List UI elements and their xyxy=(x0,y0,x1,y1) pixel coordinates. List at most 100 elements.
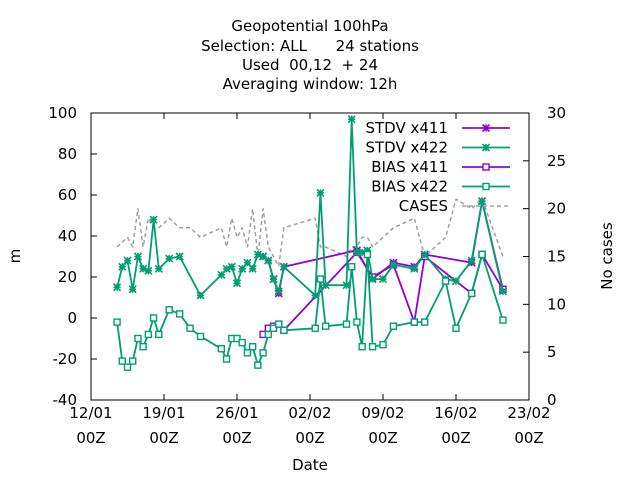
x-tick-label-hour: 00Z xyxy=(368,429,397,447)
y2-tick-label: 0 xyxy=(547,391,557,409)
x-tick-label-hour: 00Z xyxy=(441,429,470,447)
data-point xyxy=(123,363,132,371)
data-point xyxy=(259,252,268,261)
data-point xyxy=(316,188,325,198)
y2-tick-label: 25 xyxy=(547,152,566,170)
data-point xyxy=(441,277,450,285)
series-bias-x422 xyxy=(113,250,507,371)
legend-marker xyxy=(482,182,490,191)
y2-tick-label: 10 xyxy=(547,295,566,313)
data-point xyxy=(129,357,137,365)
data-point xyxy=(128,285,137,294)
data-point xyxy=(253,250,262,259)
x-tick-label: 02/02 xyxy=(288,404,331,422)
data-point xyxy=(389,260,398,269)
series-layer xyxy=(113,115,507,371)
series-stdv-x422 xyxy=(113,115,507,300)
data-point xyxy=(222,355,231,363)
data-point xyxy=(175,252,184,261)
y-tick-label: -40 xyxy=(53,391,78,409)
data-point xyxy=(222,264,231,273)
series-cases xyxy=(116,198,504,267)
data-point xyxy=(118,357,126,365)
data-point xyxy=(139,343,147,351)
x-tick-label-hour: 00Z xyxy=(295,429,324,447)
data-point xyxy=(238,264,247,273)
title-line-4: Averaging window: 12h xyxy=(223,75,398,93)
legend-label: BIAS x422 xyxy=(371,178,448,196)
x-tick-label: 26/01 xyxy=(215,404,258,422)
legend-marker xyxy=(481,143,491,152)
data-point xyxy=(196,332,205,341)
data-point xyxy=(352,248,361,257)
data-point xyxy=(238,338,246,347)
y-tick-label: 20 xyxy=(58,268,77,286)
data-point xyxy=(467,289,476,298)
data-point xyxy=(165,306,173,314)
legend-label: BIAS x411 xyxy=(371,158,448,176)
x-tick-label: 19/01 xyxy=(142,404,185,422)
data-point xyxy=(389,322,398,330)
data-point xyxy=(311,291,320,300)
x-tick-label-hour: 00Z xyxy=(76,429,105,447)
y-tick-label: 80 xyxy=(58,145,77,163)
data-point xyxy=(410,318,418,326)
legend-marker xyxy=(481,123,491,133)
data-point xyxy=(264,256,273,265)
data-point xyxy=(274,287,283,296)
title-line-3: Used 00,12 + 24 xyxy=(242,56,378,74)
x-tick-label: 09/02 xyxy=(361,404,404,422)
data-point xyxy=(264,330,272,339)
data-point xyxy=(139,264,148,273)
data-point xyxy=(321,322,330,330)
data-point xyxy=(316,275,325,283)
data-point xyxy=(368,343,377,351)
x-tick-label: 16/02 xyxy=(434,404,477,422)
data-point xyxy=(358,248,367,257)
data-point xyxy=(499,316,507,324)
data-point xyxy=(342,281,351,290)
data-point xyxy=(196,291,205,300)
y-axis: -40 -20 0 20 40 60 80 100 xyxy=(48,104,97,409)
legend-marker xyxy=(482,163,490,171)
data-point xyxy=(113,318,121,326)
data-point xyxy=(478,197,487,206)
data-point xyxy=(259,349,267,357)
y-axis-label: m xyxy=(6,249,24,264)
data-point xyxy=(175,310,184,318)
y2-tick-label: 15 xyxy=(547,248,566,266)
data-point xyxy=(347,115,356,124)
data-point xyxy=(280,326,288,334)
data-point xyxy=(358,343,366,351)
data-point xyxy=(144,266,153,275)
data-point xyxy=(133,252,142,261)
x-tick-label-hour: 00Z xyxy=(222,429,251,447)
series-line xyxy=(116,198,504,267)
data-point xyxy=(498,287,507,296)
data-point xyxy=(149,215,158,224)
title-line-2: Selection: ALL 24 stations xyxy=(201,37,419,55)
y2-tick-label: 20 xyxy=(547,200,566,218)
y2-axis: 0 5 10 15 20 25 30 xyxy=(523,104,566,409)
x-tick-label: 23/02 xyxy=(507,404,550,422)
data-point xyxy=(233,334,241,343)
x-axis-label: Date xyxy=(292,456,328,474)
data-point xyxy=(123,256,132,265)
data-point xyxy=(217,270,226,280)
x-axis: 12/01 00Z 19/01 00Z 26/01 00Z 02/02 00Z 09/02 00Z… xyxy=(69,113,551,447)
title-line-1: Geopotential 100hPa xyxy=(231,17,388,35)
data-point xyxy=(186,324,194,332)
y2-axis-label: No cases xyxy=(598,222,616,290)
data-point xyxy=(348,263,356,271)
x-tick-label-hour: 00Z xyxy=(149,429,178,447)
data-point xyxy=(421,318,429,326)
data-point xyxy=(269,324,278,332)
data-point xyxy=(363,250,372,259)
data-point xyxy=(248,264,257,273)
data-point xyxy=(113,283,122,292)
data-point xyxy=(155,330,163,339)
data-point xyxy=(363,246,372,255)
x-tick-label: 12/01 xyxy=(69,404,112,422)
